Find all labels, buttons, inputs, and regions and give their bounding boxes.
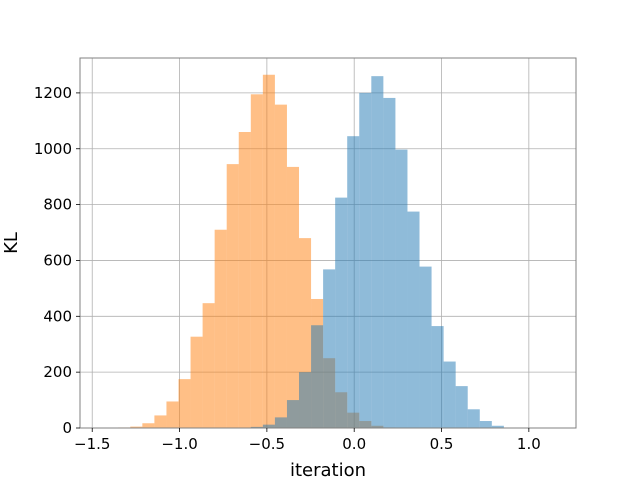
histogram-bar [491, 425, 504, 428]
histogram-bar [407, 211, 420, 428]
histogram-bar [431, 326, 444, 428]
histogram-bar [323, 269, 336, 428]
histogram-bar [226, 164, 239, 428]
y-tick-label: 1200 [34, 84, 72, 102]
y-tick-label: 800 [43, 196, 72, 214]
histogram-bar [202, 303, 215, 428]
histogram-bar [467, 409, 480, 428]
histogram-bar [238, 132, 251, 428]
histogram-bar [443, 361, 456, 428]
histogram-bar [286, 166, 300, 429]
y-tick-label: 200 [43, 363, 72, 381]
histogram-bar [274, 104, 287, 428]
histogram-bar [190, 336, 203, 428]
histogram-bar [154, 415, 167, 428]
histogram-bar [286, 400, 300, 428]
x-axis-label: iteration [290, 460, 366, 480]
histogram-bars [118, 74, 516, 429]
histogram-bar [262, 424, 275, 428]
histogram-bar [130, 426, 143, 428]
x-tick-label: 1.0 [517, 435, 541, 453]
histogram-bar [250, 426, 263, 428]
histogram-bar [419, 266, 432, 428]
histogram-bar [262, 74, 275, 429]
y-tick-label: 1000 [34, 140, 72, 158]
y-tick-label: 400 [43, 307, 72, 325]
x-tick-label: 0.5 [430, 435, 454, 453]
histogram-bar [166, 401, 179, 428]
histogram-bar [311, 325, 324, 428]
histogram-bar [347, 136, 360, 429]
histogram-bar [178, 379, 191, 428]
x-tick-label: −1.5 [74, 435, 110, 453]
histogram-bar [479, 421, 492, 428]
x-tick-label: −1.0 [161, 435, 197, 453]
x-axis-ticks: −1.5 −1.0 −0.5 0.0 0.5 1.0 [74, 428, 541, 453]
y-tick-label: 600 [43, 251, 72, 269]
histogram-bar [455, 386, 468, 428]
y-tick-label: 0 [62, 419, 72, 437]
x-tick-label: 0.0 [342, 435, 366, 453]
histogram-bar [142, 423, 155, 428]
histogram-bar [383, 97, 396, 429]
x-tick-label: −0.5 [249, 435, 285, 453]
y-axis-label: KL [1, 232, 22, 254]
histogram-bar [371, 76, 384, 428]
histogram-bar [299, 372, 312, 428]
y-axis-ticks: 0 200 400 600 800 1000 1200 [34, 84, 80, 437]
histogram-bar [335, 197, 348, 428]
histogram-bar [274, 417, 287, 428]
histogram-bar [359, 92, 372, 428]
histogram-bar [395, 149, 408, 428]
plot-frame [79, 57, 577, 429]
histogram-bar [250, 94, 263, 429]
histogram-bar [214, 229, 227, 428]
